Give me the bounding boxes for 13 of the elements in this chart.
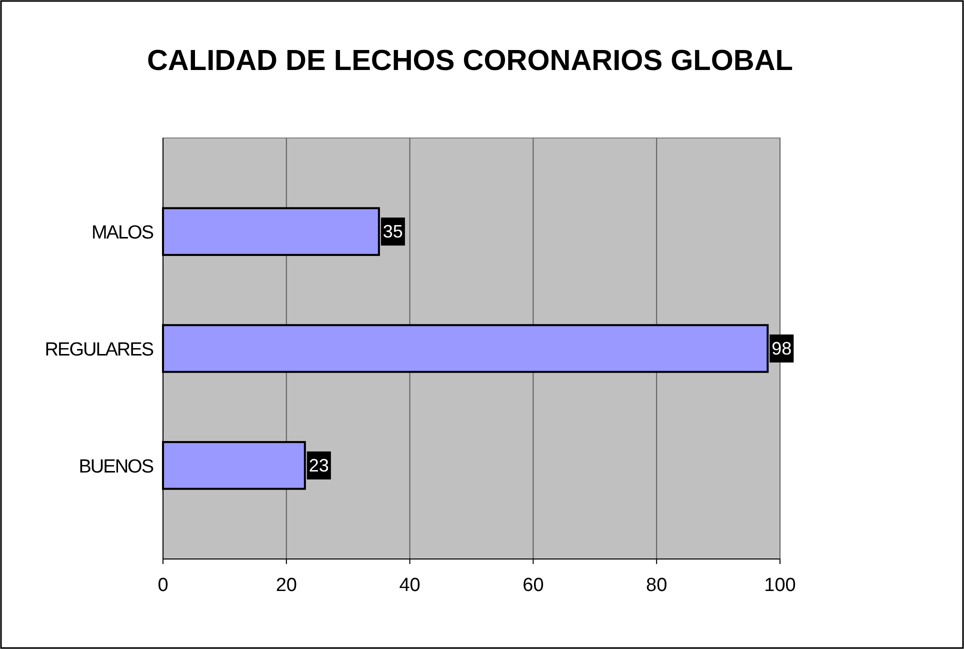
y-tick-label: REGULARES — [44, 340, 154, 360]
x-tick-label: 100 — [764, 575, 796, 596]
data-label: 23 — [308, 455, 329, 476]
chart-title: CALIDAD DE LECHOS CORONARIOS GLOBAL — [146, 45, 794, 77]
y-tick-label: MALOS — [91, 222, 154, 244]
x-tick-label: 0 — [158, 575, 168, 596]
y-tick-label: BUENOS — [78, 456, 154, 478]
x-tick-label: 60 — [522, 575, 544, 596]
x-tick-label: 20 — [276, 575, 297, 596]
x-tick-label: 80 — [646, 575, 668, 596]
data-label: 98 — [772, 338, 792, 358]
x-tick-label: 40 — [399, 575, 420, 596]
data-label: 35 — [382, 222, 403, 242]
